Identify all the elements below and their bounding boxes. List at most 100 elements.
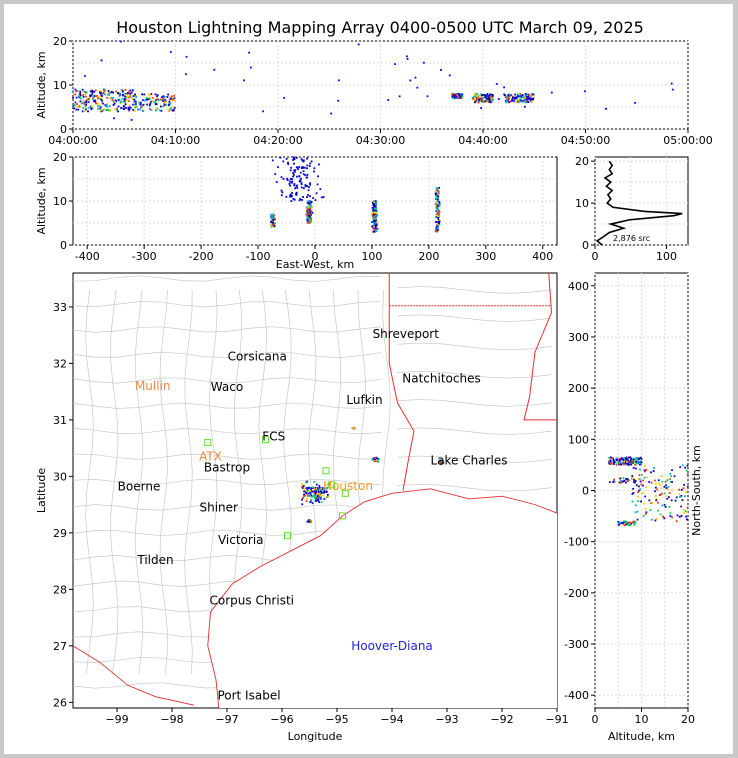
east-west-point (289, 169, 292, 172)
time-altitude-point (458, 94, 461, 96)
time-altitude-point (161, 99, 164, 102)
time-altitude-point (143, 103, 146, 106)
east-west-point (308, 213, 311, 216)
parish-line (397, 427, 552, 435)
north-south-point (608, 462, 611, 465)
time-altitude-point (170, 95, 173, 98)
north-south-point (608, 481, 611, 484)
time-altitude-point (116, 107, 119, 110)
station-marker (339, 512, 346, 520)
map-point (318, 490, 321, 492)
north-south-point (650, 481, 653, 484)
east-west-point (309, 200, 311, 203)
north-south-point (626, 478, 629, 481)
time-altitude-point (125, 99, 128, 101)
north-south-point (686, 464, 689, 467)
city-label: Victoria (218, 533, 264, 547)
north-south-point (628, 456, 630, 459)
north-south-point (654, 490, 656, 493)
time-altitude-point (605, 107, 607, 110)
time-altitude-point (451, 96, 454, 99)
east-west-point (438, 205, 441, 208)
east-west-point (371, 213, 374, 216)
east-west-point (371, 201, 374, 204)
time-altitude-point (476, 96, 479, 99)
time-altitude-point (104, 108, 107, 111)
map-points (301, 426, 445, 524)
time-altitude-point (139, 103, 142, 106)
city-label: Lufkin (346, 393, 382, 407)
time-altitude-point (126, 92, 129, 94)
time-altitude-point (133, 100, 135, 103)
east-west-point (437, 216, 440, 218)
time-altitude-point (127, 106, 130, 109)
time-altitude-point (528, 98, 530, 101)
east-west-point (293, 157, 295, 159)
altitude-histogram-y-tick-label: 0 (582, 239, 589, 252)
time-altitude-point (168, 104, 170, 107)
east-west-point (285, 157, 288, 160)
north-south-point (669, 515, 672, 517)
north-south-point (615, 457, 618, 460)
north-south-point (667, 496, 670, 498)
map-point (305, 487, 308, 489)
time-altitude-point (113, 102, 116, 105)
time-altitude-point (510, 100, 512, 103)
map-point (321, 487, 324, 489)
time-altitude-point (107, 93, 109, 96)
east-west-point (308, 165, 311, 167)
map-point (353, 427, 355, 429)
north-south-point (685, 515, 688, 518)
time-altitude-point (134, 100, 136, 103)
time-altitude-point (520, 93, 523, 96)
east-west-point (436, 222, 439, 224)
north-south-point (685, 469, 688, 472)
time-altitude-point (75, 90, 78, 93)
north-south-point (620, 458, 623, 461)
time-altitude-point (172, 98, 174, 101)
east-west-tick-label: -400 (75, 250, 100, 263)
time-altitude-point (129, 89, 132, 92)
north-south-point (620, 463, 623, 466)
east-west-point (308, 218, 311, 221)
time-altitude-point (119, 93, 122, 96)
parish-line (397, 314, 552, 322)
map-point (305, 500, 308, 502)
north-south-y-tick-label: -100 (564, 536, 589, 549)
east-west-point (304, 185, 307, 188)
city-label: Bastrop (204, 460, 250, 474)
time-altitude-point (160, 109, 163, 112)
north-south-point (657, 509, 660, 512)
time-altitude-point (487, 95, 490, 98)
east-west-point (436, 196, 439, 199)
time-altitude-point (461, 93, 464, 96)
north-south-point (631, 477, 634, 480)
time-altitude-point (96, 95, 98, 97)
time-altitude-points (72, 40, 674, 121)
east-west-point (296, 184, 299, 187)
time-altitude-point (529, 99, 532, 102)
north-south-point (633, 479, 636, 482)
east-west-point (308, 211, 311, 214)
north-south-point (675, 520, 678, 523)
time-altitude-point (138, 101, 141, 104)
time-altitude-point (524, 97, 527, 100)
east-west-point (297, 168, 300, 171)
east-west-point (436, 213, 439, 215)
north-south-point (629, 456, 632, 459)
north-south-point (633, 462, 636, 464)
altitude-histogram-annotation: 2,876 src (613, 234, 650, 243)
time-altitude-point (129, 106, 132, 109)
time-altitude-point (84, 93, 87, 95)
north-south-point (640, 474, 643, 476)
north-south-point (634, 520, 637, 523)
time-altitude-point (73, 104, 76, 107)
east-west-point (373, 216, 376, 219)
map-point (320, 491, 323, 494)
east-west-point (374, 205, 377, 208)
map-point (308, 487, 311, 489)
time-altitude-point (523, 105, 526, 108)
time-altitude-point (87, 106, 90, 109)
time-altitude-point (165, 104, 167, 106)
east-west-point (308, 221, 311, 224)
